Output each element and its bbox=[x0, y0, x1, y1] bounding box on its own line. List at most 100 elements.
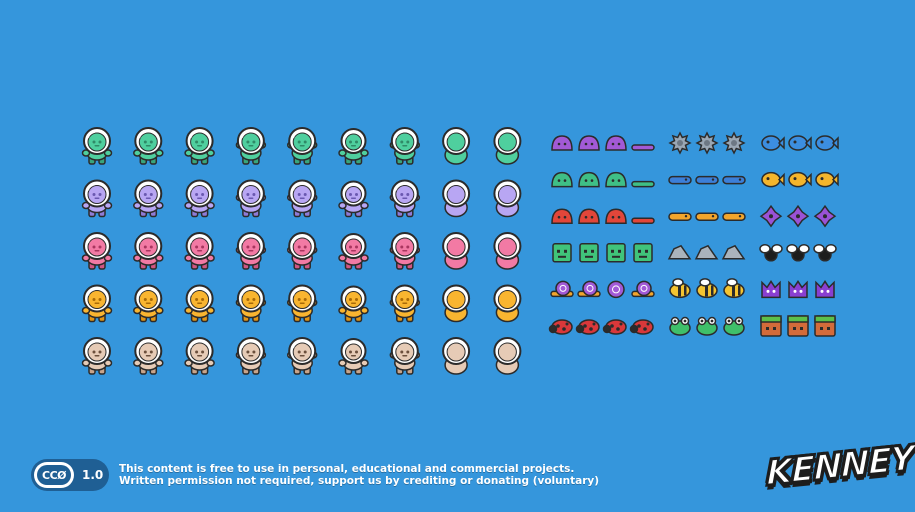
astronaut-pink-walk-2 bbox=[184, 232, 215, 270]
enemy-ladybug-frame-3 bbox=[602, 319, 627, 335]
enemy-grass-block-frame-1 bbox=[760, 315, 782, 337]
enemy-slime-fire-frame-2 bbox=[578, 208, 600, 224]
cc0-badge[interactable]: CCØ 1.0 bbox=[31, 459, 109, 491]
astronaut-beige-stand bbox=[81, 337, 113, 375]
astronaut-beige-climb-1 bbox=[235, 337, 267, 375]
astronaut-pink-duck bbox=[338, 233, 369, 270]
kenney-logo[interactable]: KENNEY bbox=[765, 437, 915, 495]
cc0-version: 1.0 bbox=[82, 468, 104, 482]
enemy-worm-yellow-frame-3 bbox=[722, 212, 746, 221]
enemy-frog-frame-1 bbox=[669, 316, 691, 336]
enemy-bee-frame-1 bbox=[669, 278, 691, 299]
license-line-2: Written permission not required, support… bbox=[119, 475, 600, 487]
astronaut-beige-walk-1 bbox=[133, 337, 164, 375]
astronaut-purple-walk-2 bbox=[184, 179, 215, 218]
astronaut-green-jump bbox=[389, 127, 421, 165]
astronaut-pink-climb-2 bbox=[286, 232, 318, 270]
license-text: This content is free to use in personal,… bbox=[119, 463, 599, 487]
enemy-grass-block-frame-2 bbox=[787, 315, 809, 337]
cc0-logo: CCØ bbox=[34, 462, 74, 488]
enemy-worm-yellow-frame-1 bbox=[668, 212, 692, 221]
astronaut-yellow-climb-2 bbox=[286, 284, 318, 323]
astronaut-purple-jump bbox=[389, 179, 421, 218]
enemy-ladybug-frame-4 bbox=[629, 319, 654, 335]
astronaut-green-front bbox=[493, 127, 522, 165]
enemy-fish-blue-frame-2 bbox=[788, 135, 812, 151]
astronaut-green-climb-1 bbox=[235, 127, 267, 165]
astronaut-green-walk-1 bbox=[133, 127, 164, 165]
enemy-worm-blue-frame-3 bbox=[722, 175, 746, 185]
astronaut-pink-jump bbox=[389, 232, 421, 270]
enemy-spore-frame-3 bbox=[813, 204, 837, 228]
enemy-frog-frame-2 bbox=[696, 316, 718, 336]
enemy-saw-frame-2 bbox=[695, 131, 719, 155]
enemy-fly-frame-2 bbox=[786, 244, 810, 262]
enemy-bee-frame-3 bbox=[723, 278, 745, 299]
astronaut-purple-front bbox=[493, 179, 522, 218]
enemy-slime-purple-frame-1 bbox=[551, 135, 573, 151]
astronaut-purple-hurt bbox=[442, 179, 471, 218]
enemy-bee-frame-2 bbox=[696, 278, 718, 299]
astronaut-yellow-jump bbox=[389, 284, 421, 323]
astronaut-purple-climb-1 bbox=[235, 179, 267, 218]
enemy-fish-blue-frame-3 bbox=[815, 135, 839, 151]
astronaut-purple-stand bbox=[81, 179, 113, 218]
astronaut-purple-duck bbox=[338, 180, 369, 218]
enemy-mouse-frame-3 bbox=[815, 280, 835, 299]
astronaut-purple-walk-1 bbox=[133, 179, 164, 218]
enemy-worm-yellow-frame-2 bbox=[695, 212, 719, 221]
astronaut-beige-duck bbox=[338, 338, 369, 375]
enemy-slime-spike-frame-3 bbox=[605, 171, 627, 188]
license-notice: CCØ 1.0 This content is free to use in p… bbox=[31, 459, 599, 491]
astronaut-green-stand bbox=[81, 127, 113, 165]
astronaut-pink-stand bbox=[81, 232, 113, 270]
astronaut-yellow-front bbox=[493, 284, 522, 323]
enemy-slime-purple-frame-2 bbox=[578, 135, 600, 151]
enemy-slime-spike-frame-2 bbox=[578, 171, 600, 188]
enemy-fish-yellow-frame-3 bbox=[815, 171, 839, 188]
enemy-snail-frame-3 bbox=[607, 280, 625, 299]
cc0-label: CCØ bbox=[37, 465, 71, 485]
enemy-saw-frame-1 bbox=[668, 131, 692, 155]
enemy-spore-frame-1 bbox=[759, 204, 783, 228]
enemy-snail-frame-4 bbox=[631, 280, 655, 298]
enemy-ladybug-frame-2 bbox=[575, 319, 600, 335]
enemy-slime-spike-frame-4 bbox=[631, 180, 655, 188]
enemy-block-frame-4 bbox=[633, 243, 653, 263]
license-line-1: This content is free to use in personal,… bbox=[119, 463, 575, 475]
astronaut-yellow-walk-2 bbox=[184, 284, 215, 323]
enemy-block-frame-3 bbox=[606, 243, 626, 263]
enemy-block-frame-1 bbox=[552, 243, 572, 263]
astronaut-character-grid bbox=[81, 127, 522, 375]
astronaut-yellow-climb-1 bbox=[235, 284, 267, 323]
astronaut-green-hurt bbox=[442, 127, 471, 165]
enemy-slime-fire-frame-4 bbox=[631, 217, 655, 224]
enemy-spore-frame-2 bbox=[786, 204, 810, 228]
enemy-grass-block-frame-3 bbox=[814, 315, 836, 337]
enemy-barnacle-frame-1 bbox=[667, 244, 692, 260]
enemy-ladybug-frame-1 bbox=[548, 319, 573, 335]
enemy-sprite-grid bbox=[548, 131, 839, 337]
astronaut-green-climb-2 bbox=[286, 127, 318, 165]
kenney-logo-text: KENNEY bbox=[765, 437, 915, 495]
astronaut-beige-hurt bbox=[442, 337, 471, 375]
enemy-snail-frame-2 bbox=[577, 280, 601, 298]
astronaut-pink-front bbox=[493, 232, 522, 270]
enemy-worm-blue-frame-1 bbox=[668, 175, 692, 185]
astronaut-pink-hurt bbox=[442, 232, 471, 270]
enemy-slime-fire-frame-1 bbox=[551, 208, 573, 224]
astronaut-yellow-hurt bbox=[442, 284, 471, 323]
enemy-barnacle-frame-3 bbox=[721, 244, 746, 260]
astronaut-beige-jump bbox=[389, 337, 421, 375]
astronaut-green-duck bbox=[338, 128, 369, 165]
enemy-slime-purple-frame-4 bbox=[631, 144, 655, 151]
enemy-frog-frame-3 bbox=[723, 316, 745, 336]
astronaut-pink-climb-1 bbox=[235, 232, 267, 270]
astronaut-purple-climb-2 bbox=[286, 179, 318, 218]
enemy-slime-spike-frame-1 bbox=[551, 171, 573, 188]
astronaut-beige-front bbox=[493, 337, 522, 375]
enemy-mouse-frame-1 bbox=[761, 280, 781, 299]
astronaut-beige-walk-2 bbox=[184, 337, 215, 375]
astronaut-green-walk-2 bbox=[184, 127, 215, 165]
